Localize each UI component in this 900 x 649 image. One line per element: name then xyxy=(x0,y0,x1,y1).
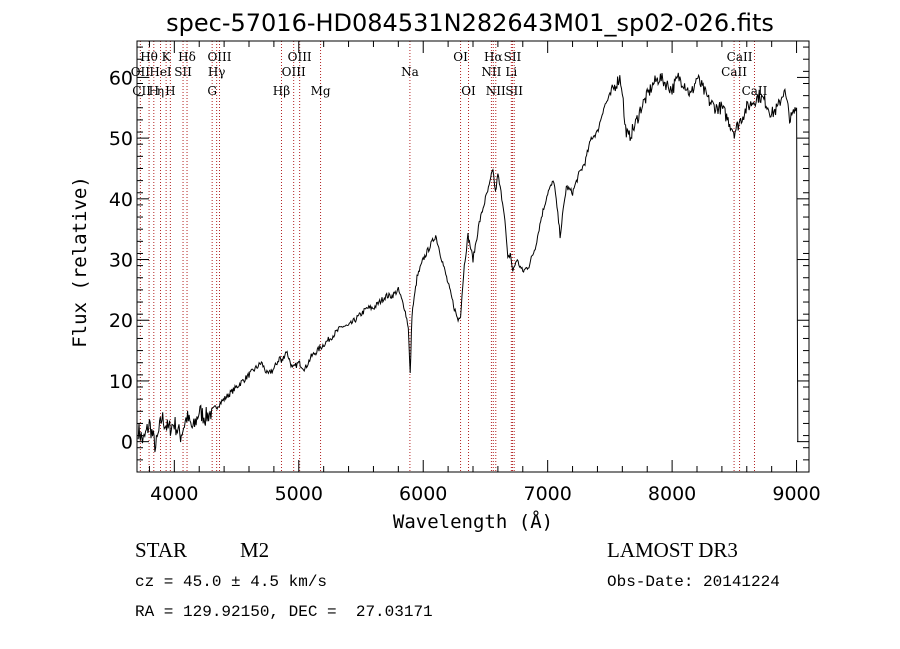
y-tick-label-5: 50 xyxy=(109,128,133,150)
marker-label-16: Mg xyxy=(311,84,331,98)
spectrum-chart: spec-57016-HD084531N282643M01_sp02-026.f… xyxy=(69,9,821,533)
chart-title: spec-57016-HD084531N282643M01_sp02-026.f… xyxy=(166,9,774,37)
marker-label-24: NII xyxy=(486,84,506,98)
marker-label-23: Li xyxy=(505,65,517,79)
y-tick-label-2: 20 xyxy=(109,310,133,332)
y-tick-label-4: 40 xyxy=(109,189,133,211)
marker-label-27: CaII xyxy=(721,65,747,79)
x-tick-label-0: 4000 xyxy=(150,483,198,505)
marker-label-4: η xyxy=(157,84,164,98)
redshift-cz: cz = 45.0 ± 4.5 km/s xyxy=(135,573,328,591)
marker-label-0: Hθ xyxy=(140,50,158,64)
marker-label-15: OIII xyxy=(282,65,306,79)
x-tick-label-2: 6000 xyxy=(399,483,447,505)
x-axis-label: Wavelength (Å) xyxy=(393,510,553,533)
marker-label-19: OI xyxy=(461,84,476,98)
marker-label-7: SII xyxy=(174,65,192,79)
y-axis-label: Flux (relative) xyxy=(69,176,91,348)
marker-label-21: SII xyxy=(504,50,522,64)
marker-label-25: SII xyxy=(505,84,523,98)
x-tick-label-1: 5000 xyxy=(275,483,323,505)
marker-label-14: OIII xyxy=(288,50,312,64)
marker-label-22: NII xyxy=(481,65,501,79)
y-tick-label-6: 60 xyxy=(109,67,133,89)
marker-label-3: H xyxy=(149,84,159,98)
marker-label-10: OIII xyxy=(207,50,231,64)
y-tick-label-1: 10 xyxy=(109,371,133,393)
x-tick-label-5: 9000 xyxy=(772,483,820,505)
object-class: STAR xyxy=(135,538,187,562)
coordinates: RA = 129.92150, DEC = 27.03171 xyxy=(135,603,433,621)
marker-label-17: Na xyxy=(401,65,419,79)
object-subclass: M2 xyxy=(240,538,270,562)
marker-label-9: Hδ xyxy=(178,50,196,64)
y-axis-ticks: 0 10 20 30 40 50 60 xyxy=(109,46,809,473)
marker-label-28: CaII xyxy=(742,84,768,98)
x-tick-label-4: 8000 xyxy=(648,483,696,505)
spectrum-line xyxy=(137,72,799,453)
marker-label-18: OI xyxy=(453,50,468,64)
y-tick-label-3: 30 xyxy=(109,250,133,272)
marker-lines xyxy=(139,41,755,472)
marker-label-12: G xyxy=(207,84,217,98)
survey-name: LAMOST DR3 xyxy=(607,538,738,562)
marker-label-6: HeI xyxy=(149,65,172,79)
x-axis-ticks: 4000 5000 6000 7000 8000 9000 xyxy=(148,41,821,505)
marker-label-5: K xyxy=(162,50,172,64)
marker-label-8: H xyxy=(165,84,175,98)
marker-label-20: Hα xyxy=(484,50,503,64)
marker-label-11: Hγ xyxy=(208,65,226,79)
x-tick-label-3: 7000 xyxy=(523,483,571,505)
obs-date: Obs-Date: 20141224 xyxy=(607,573,780,591)
marker-label-13: Hβ xyxy=(273,84,290,98)
marker-label-26: CaII xyxy=(727,50,753,64)
y-tick-label-0: 0 xyxy=(121,432,133,454)
marker-label-1: OII xyxy=(131,65,151,79)
